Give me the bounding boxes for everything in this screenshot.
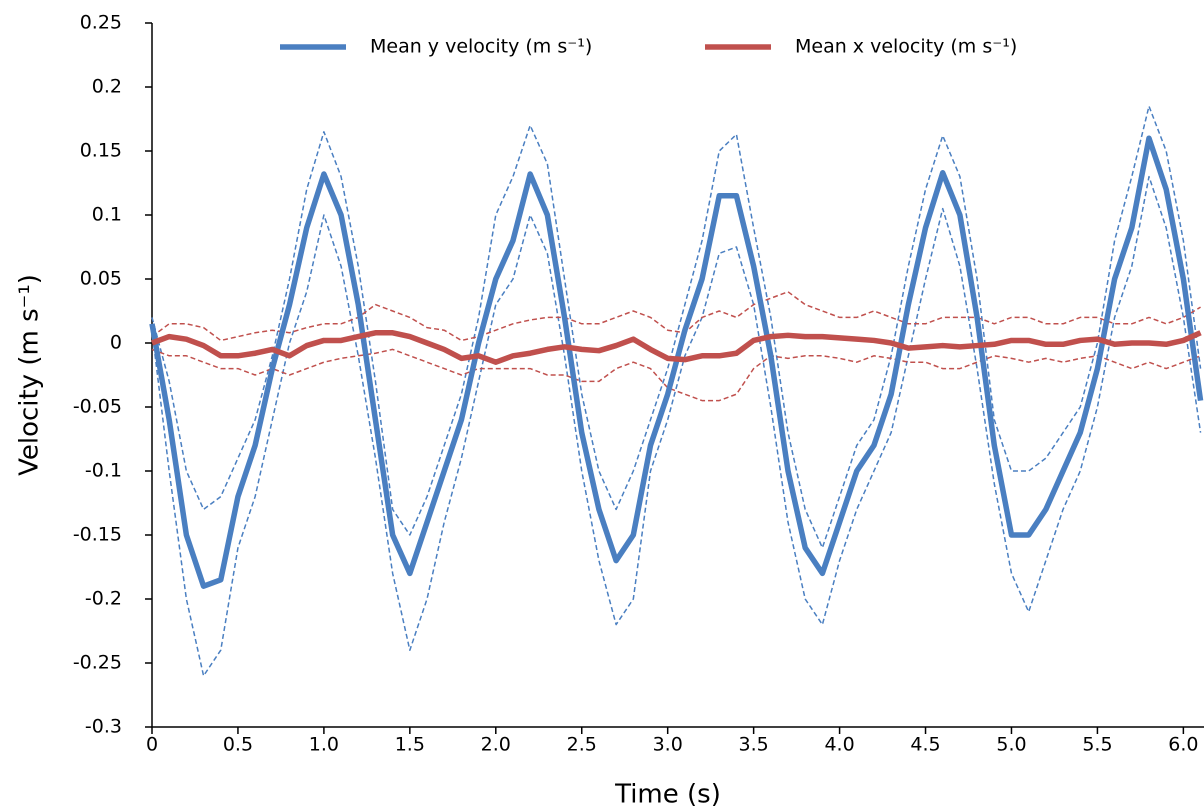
x-tick-label: 1.5	[395, 734, 425, 756]
x-tick-label: 0.5	[223, 734, 253, 756]
legend-label: Mean x velocity (m s⁻¹)	[795, 36, 1017, 58]
x-tick-label: 2.0	[481, 734, 511, 756]
x-tick-label: 3.5	[739, 734, 769, 756]
x-tick-label: 1.0	[309, 734, 339, 756]
y-tick-label: 0.25	[80, 12, 122, 34]
x-tick-label: 2.5	[567, 734, 597, 756]
x-tick-label: 5.5	[1082, 734, 1112, 756]
series-line	[151, 330, 1202, 365]
y-tick-label: -0.05	[73, 396, 122, 418]
y-tick-label: -0.2	[85, 588, 122, 610]
series-line	[149, 135, 1204, 589]
band-line	[151, 291, 1201, 342]
y-tick-label: -0.25	[73, 652, 122, 674]
x-tick-label: 4.0	[824, 734, 854, 756]
x-tick-label: 3.0	[653, 734, 683, 756]
x-axis-title: Time (s)	[614, 780, 721, 810]
band-line	[151, 105, 1202, 549]
x-tick-label: 6.0	[1168, 734, 1198, 756]
x-tick-label: 0	[146, 734, 158, 756]
x-tick-label: 5.0	[996, 734, 1026, 756]
y-tick-label: -0.3	[85, 716, 122, 738]
band-line	[151, 175, 1202, 677]
legend-label: Mean y velocity (m s⁻¹)	[370, 36, 592, 58]
y-tick-label: 0.1	[92, 204, 122, 226]
y-axis-title: Velocity (m s⁻¹)	[15, 274, 45, 476]
y-tick-label: -0.1	[85, 460, 122, 482]
y-tick-label: 0.2	[92, 76, 122, 98]
x-tick-label: 4.5	[910, 734, 940, 756]
y-tick-label: 0.15	[80, 140, 122, 162]
y-tick-label: 0	[110, 332, 122, 354]
band-line	[151, 348, 1201, 402]
y-tick-label: -0.15	[73, 524, 122, 546]
y-tick-label: 0.05	[80, 268, 122, 290]
